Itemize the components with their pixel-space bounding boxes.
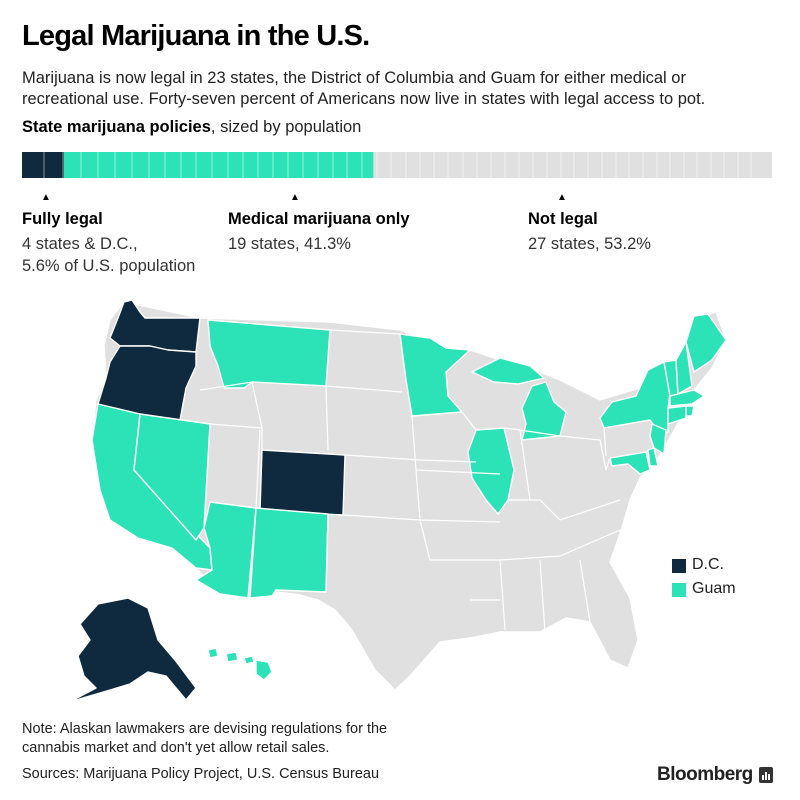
population-bar <box>22 152 772 178</box>
state-new-mexico <box>249 507 329 599</box>
bar-heading-rest: , sized by population <box>210 118 362 136</box>
state-maine <box>685 313 727 373</box>
bar-segment-fully-legal <box>22 152 64 178</box>
bar-segment-not-legal <box>373 152 772 178</box>
page-title: Legal Marijuana in the U.S. <box>22 20 370 52</box>
state-illinois <box>467 427 515 515</box>
fully-legal-title: Fully legal <box>22 210 103 228</box>
legend-swatch-dc <box>672 559 686 573</box>
legend-label-dc: D.C. <box>692 556 724 573</box>
state-michigan-lower <box>521 381 567 441</box>
state-new-jersey <box>649 423 667 455</box>
state-connecticut <box>667 405 687 425</box>
state-delaware <box>647 447 659 467</box>
state-maryland <box>609 451 651 475</box>
medical-only-desc: 19 states, 41.3% <box>228 235 351 253</box>
border-lines-west <box>199 329 421 593</box>
caret-fully-legal: ▲ <box>41 192 51 203</box>
legend-label-guam: Guam <box>692 580 736 597</box>
state-new-hampshire <box>675 341 693 395</box>
border-lines-east <box>470 427 623 633</box>
not-legal-title: Not legal <box>528 210 598 228</box>
population-bar-svg <box>22 152 772 178</box>
state-washington <box>109 299 201 353</box>
bloomberg-logo: Bloomberg <box>657 764 753 785</box>
state-borders <box>199 329 623 633</box>
caret-not-legal: ▲ <box>557 192 567 203</box>
state-rhode-island <box>685 405 695 417</box>
fully-legal-desc: 4 states & D.C., 5.6% of U.S. population <box>22 233 195 277</box>
state-hawaii-maui <box>243 655 255 665</box>
sources: Sources: Marijuana Policy Project, U.S. … <box>22 766 380 782</box>
state-new-york <box>599 361 671 435</box>
state-hawaii-oahu <box>225 651 239 663</box>
state-massachusetts <box>669 389 705 407</box>
subtitle: Marijuana is now legal in 23 states, the… <box>22 69 706 108</box>
not-legal-desc: 27 states, 53.2% <box>528 235 651 253</box>
caret-medical-only: ▲ <box>290 192 300 203</box>
state-minnesota <box>399 333 471 417</box>
medical-only-title: Medical marijuana only <box>228 210 410 228</box>
state-arizona <box>195 501 257 599</box>
bloomberg-terminal-icon <box>759 767 773 783</box>
state-colorado <box>259 449 346 516</box>
state-hawaii-big-island <box>255 659 273 681</box>
bar-heading-bold: State marijuana policies <box>22 118 211 136</box>
bar-segment-medical-only <box>63 152 374 178</box>
state-alaska <box>57 597 197 709</box>
state-hawaii-kauai <box>207 647 219 659</box>
state-montana <box>207 319 331 389</box>
state-nevada <box>133 413 211 541</box>
legend-swatch-guam <box>672 583 686 597</box>
fully-legal-line2: 5.6% of U.S. population <box>22 257 196 275</box>
bar-heading: State marijuana policies, sized by popul… <box>22 118 361 137</box>
state-oregon <box>97 345 197 421</box>
note: Note: Alaskan lawmakers are devising reg… <box>22 721 388 756</box>
state-michigan-upper <box>471 357 545 385</box>
fully-legal-line1: 4 states & D.C., <box>22 235 138 253</box>
us-map <box>57 299 727 709</box>
